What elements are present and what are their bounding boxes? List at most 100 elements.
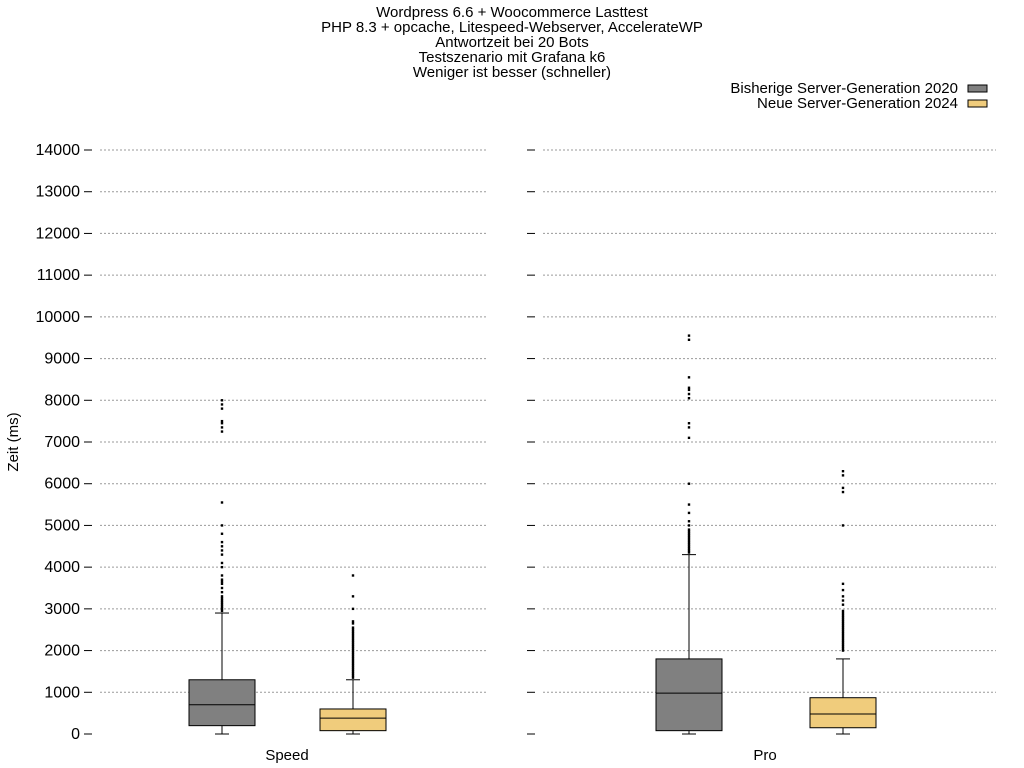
outlier-speed-2024-7: [351, 661, 355, 665]
outlier-speed-2024-0: [351, 676, 355, 679]
outlier-pro-2024-17: [841, 613, 845, 617]
outlier-speed-2024-14: [351, 647, 355, 650]
title-line-3: Antwortzeit bei 20 Bots: [435, 34, 588, 51]
outlier-speed-2024-27: [351, 607, 355, 611]
outlier-speed-2020-22: [220, 501, 224, 504]
y-tick-label-9000: 9000: [44, 351, 80, 368]
outlier-pro-2020-10: [687, 530, 691, 533]
outlier-speed-2020-7: [220, 595, 224, 598]
outlier-pro-2024-5: [841, 638, 845, 642]
outlier-speed-2024-16: [351, 643, 355, 646]
outlier-pro-2024-16: [841, 616, 845, 619]
outlier-speed-2024-25: [351, 622, 355, 625]
outlier-pro-2020-19: [687, 422, 691, 425]
outlier-pro-2024-23: [841, 588, 845, 592]
outlier-pro-2020-0: [687, 551, 691, 554]
outlier-speed-2024-29: [351, 574, 355, 577]
y-tick-label-11000: 11000: [37, 267, 80, 284]
legend-swatch-2020: [967, 84, 988, 93]
outlier-pro-2024-11: [841, 626, 845, 629]
outlier-pro-2024-12: [841, 624, 845, 627]
outlier-speed-2024-28: [351, 595, 355, 598]
outlier-speed-2024-5: [351, 666, 355, 669]
box-speed-2020: [188, 679, 256, 727]
outlier-speed-2020-28: [220, 403, 224, 406]
plot-area: 0 1000 2000 3000 4000 5000 6000 7000 8000 9000 100…: [36, 142, 996, 764]
title-line-1: Wordpress 6.6 + Woocommerce Lasttest: [376, 4, 648, 21]
outlier-speed-2020-6: [220, 597, 224, 600]
y-tick-label-8000: 8000: [44, 392, 80, 409]
outlier-speed-2020-20: [220, 532, 224, 535]
box-pro-2020: [655, 658, 723, 732]
outlier-pro-2020-15: [687, 503, 691, 506]
outlier-pro-2020-1: [687, 549, 691, 552]
outlier-speed-2024-2: [351, 672, 355, 675]
outlier-pro-2020-5: [687, 540, 691, 544]
outlier-speed-2020-19: [220, 540, 224, 544]
outlier-pro-2024-14: [841, 620, 845, 623]
outlier-speed-2020-17: [220, 549, 224, 552]
outlier-speed-2024-22: [351, 630, 355, 633]
outlier-speed-2020-18: [220, 545, 224, 548]
outlier-pro-2024-9: [841, 630, 845, 633]
outlier-pro-2020-14: [687, 511, 691, 515]
box-pro-2024: [809, 697, 877, 729]
outlier-pro-2020-22: [687, 388, 691, 392]
outlier-speed-2020-1: [220, 607, 224, 611]
outlier-pro-2020-11: [687, 528, 691, 531]
outlier-speed-2020-27: [220, 407, 224, 410]
outlier-pro-2024-19: [841, 609, 845, 613]
outlier-pro-2024-18: [841, 611, 845, 615]
outlier-pro-2020-20: [687, 397, 691, 400]
outlier-pro-2024-6: [841, 636, 845, 640]
legend-label-2020: Bisherige Server-Generation 2020: [730, 80, 958, 97]
outlier-speed-2020-8: [220, 590, 224, 594]
outlier-pro-2024-27: [841, 486, 845, 490]
outlier-speed-2024-21: [351, 632, 355, 636]
outlier-pro-2024-29: [841, 470, 845, 473]
outlier-speed-2020-5: [220, 599, 224, 602]
outlier-pro-2024-13: [841, 622, 845, 625]
outlier-pro-2020-2: [687, 547, 691, 550]
outlier-speed-2024-13: [351, 649, 355, 652]
outlier-speed-2024-24: [351, 626, 355, 629]
outlier-pro-2020-13: [687, 520, 691, 523]
y-tick-label-4000: 4000: [44, 559, 80, 576]
legend-swatch-2024: [967, 99, 988, 108]
outlier-pro-2020-18: [687, 426, 691, 429]
y-tick-label-3000: 3000: [44, 601, 80, 618]
y-tick-label-2000: 2000: [44, 643, 80, 660]
outlier-pro-2020-3: [687, 545, 691, 548]
outlier-pro-2020-9: [687, 532, 691, 535]
y-tick-label-5000: 5000: [44, 517, 80, 534]
outlier-speed-2020-25: [220, 422, 224, 425]
outlier-pro-2024-3: [841, 643, 845, 646]
outlier-speed-2020-12: [220, 578, 224, 581]
outlier-speed-2020-11: [220, 580, 224, 583]
outlier-speed-2024-20: [351, 634, 355, 638]
legend-label-2024: Neue Server-Generation 2024: [757, 95, 958, 112]
outlier-speed-2020-10: [220, 582, 224, 586]
outlier-speed-2024-6: [351, 663, 355, 667]
y-tick-label-0: 0: [71, 726, 80, 743]
y-tick-label-7000: 7000: [44, 434, 80, 451]
outlier-pro-2020-16: [687, 482, 691, 485]
outlier-pro-2020-8: [687, 534, 691, 538]
outlier-speed-2024-1: [351, 674, 355, 677]
outlier-speed-2020-9: [220, 586, 224, 590]
outlier-pro-2024-2: [841, 645, 845, 648]
outlier-pro-2024-10: [841, 628, 845, 631]
outlier-speed-2020-0: [220, 609, 224, 613]
outlier-speed-2024-15: [351, 645, 355, 648]
category-label-speed: Speed: [265, 747, 308, 764]
outlier-pro-2024-0: [841, 649, 845, 652]
outlier-pro-2020-7: [687, 536, 691, 540]
outlier-pro-2020-25: [687, 338, 691, 341]
outlier-speed-2020-2: [220, 605, 224, 608]
outlier-speed-2024-11: [351, 653, 355, 656]
outlier-speed-2020-4: [220, 601, 224, 604]
outlier-speed-2020-29: [220, 399, 224, 402]
outlier-speed-2024-10: [351, 655, 355, 659]
title-line-5: Weniger ist besser (schneller): [413, 64, 611, 81]
